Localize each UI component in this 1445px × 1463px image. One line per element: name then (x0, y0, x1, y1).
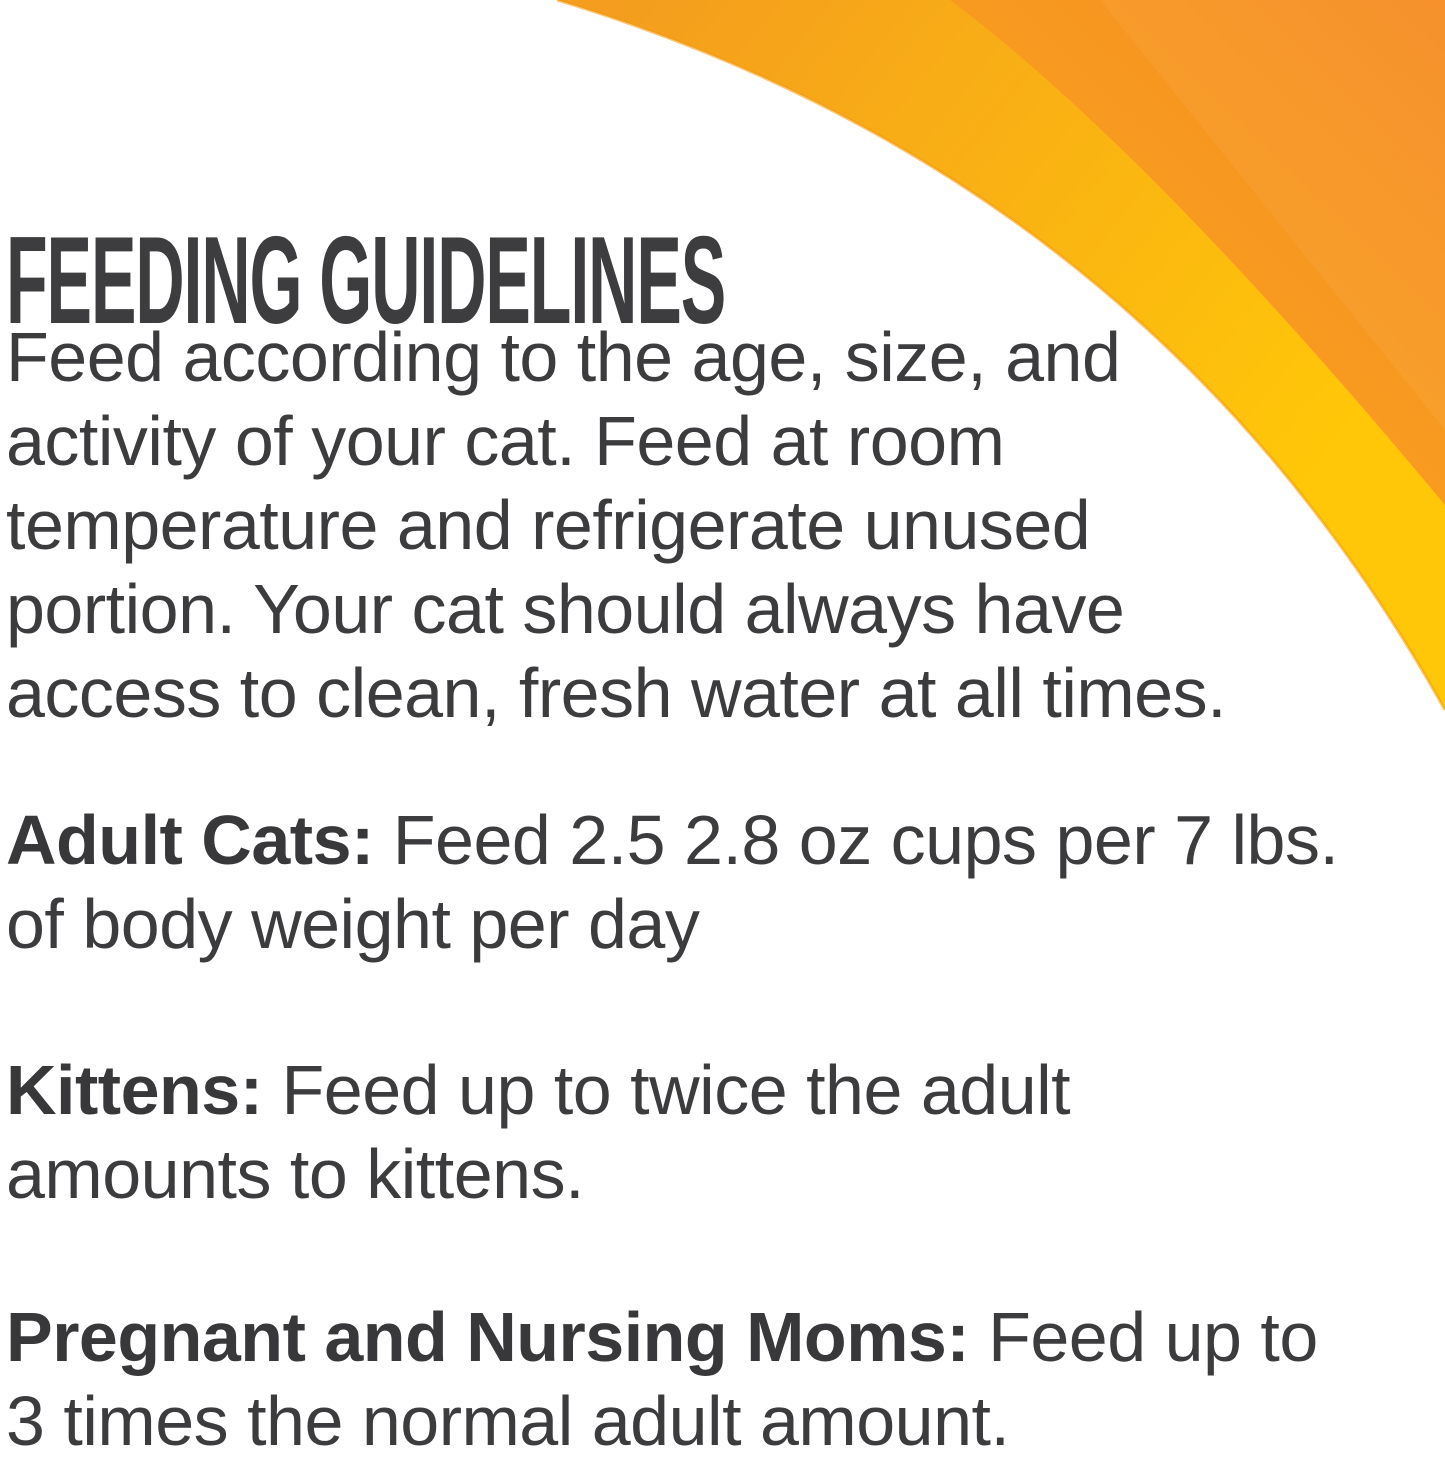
adult-cats-label: Adult Cats: (6, 801, 374, 879)
adult-cats-section: Adult Cats: Feed 2.5 2.8 oz cups per 7 l… (6, 798, 1445, 966)
pregnant-nursing-text: Feed up to 3 times the normal adult amou… (6, 1298, 1318, 1460)
intro-text: Feed according to the age, size, and act… (6, 318, 1227, 732)
kittens-text: Feed up to twice the adult amounts to ki… (6, 1051, 1071, 1213)
page-title: FEEDING GUIDELINES (6, 212, 726, 351)
kittens-section: Kittens: Feed up to twice the adult amou… (6, 1048, 1445, 1216)
kittens-label: Kittens: (6, 1051, 263, 1129)
pregnant-nursing-label: Pregnant and Nursing Moms: (6, 1298, 970, 1376)
pregnant-nursing-section: Pregnant and Nursing Moms: Feed up to 3 … (6, 1295, 1445, 1463)
intro-paragraph: Feed according to the age, size, and act… (6, 315, 1445, 735)
adult-cats-text: Feed 2.5 2.8 oz cups per 7 lbs. of body … (6, 801, 1339, 963)
